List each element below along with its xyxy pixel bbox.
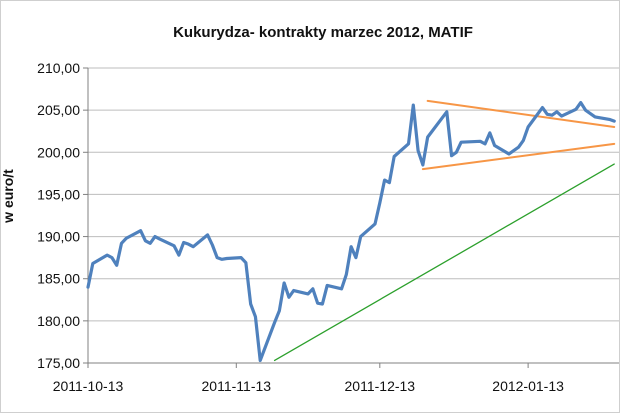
x-tick-label: 2011-10-13 <box>53 378 124 394</box>
chart-title: Kukurydza- kontrakty marzec 2012, MATIF <box>173 24 473 41</box>
y-tick-label: 195,00 <box>37 186 80 202</box>
y-tick-label: 190,00 <box>37 229 80 245</box>
y-tick-label: 180,00 <box>37 313 80 329</box>
y-tick-label: 200,00 <box>37 144 80 160</box>
axis-ticks: 175,00 180,00 185,00 190,00 195,00 200,00 205,… <box>37 60 564 394</box>
lower-channel-line <box>421 142 616 171</box>
y-axis-title: w euro/t <box>1 169 16 224</box>
x-tick-label: 2012-01-13 <box>492 378 564 394</box>
y-tick-label: 205,00 <box>37 102 80 118</box>
y-tick-label: 210,00 <box>37 60 80 76</box>
price-line <box>86 100 616 363</box>
grid-lines <box>88 67 619 322</box>
x-tick-label: 2011-11-13 <box>202 378 272 394</box>
trend-lines <box>273 99 616 362</box>
axes <box>87 68 619 364</box>
price-series <box>86 100 616 363</box>
support-trend-line <box>273 163 615 362</box>
upper-channel-line <box>426 99 616 128</box>
y-tick-label: 175,00 <box>37 355 80 371</box>
y-tick-label: 185,00 <box>37 271 80 287</box>
x-tick-label: 2011-12-13 <box>345 378 416 394</box>
